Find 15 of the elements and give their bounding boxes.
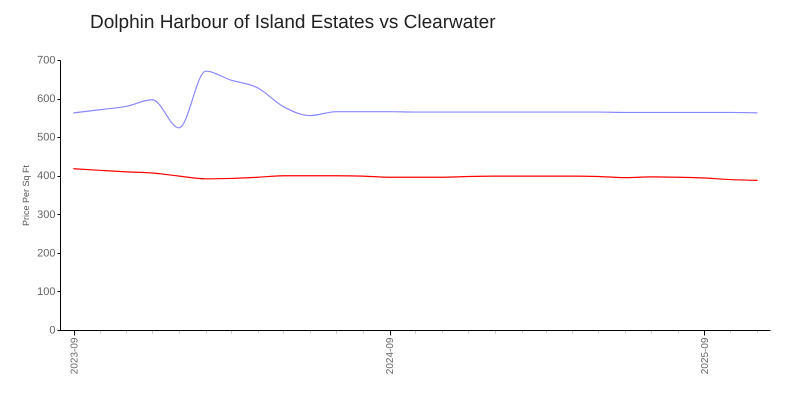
y-tick-label: 600 [37, 93, 56, 106]
line-series [73, 70, 758, 128]
y-tick-label: 0 [49, 324, 56, 336]
chart-title: Dolphin Harbour of Island Estates vs Clearwater [90, 12, 496, 33]
y-tick-label: 400 [37, 170, 56, 182]
y-tick-label: 700 [37, 54, 56, 66]
x-tick-label: 2023-09 [69, 337, 80, 374]
y-tick-label: 100 [37, 286, 56, 298]
y-axis-title: Price Per Sq Ft [21, 164, 32, 226]
y-tick-label: 200 [37, 247, 56, 260]
x-tick-label: 2024-09 [385, 337, 396, 374]
x-tick-label: 2025-09 [700, 337, 711, 374]
y-tick-label: 300 [37, 208, 56, 221]
line-series [73, 168, 758, 181]
y-tick-label: 500 [37, 132, 56, 144]
